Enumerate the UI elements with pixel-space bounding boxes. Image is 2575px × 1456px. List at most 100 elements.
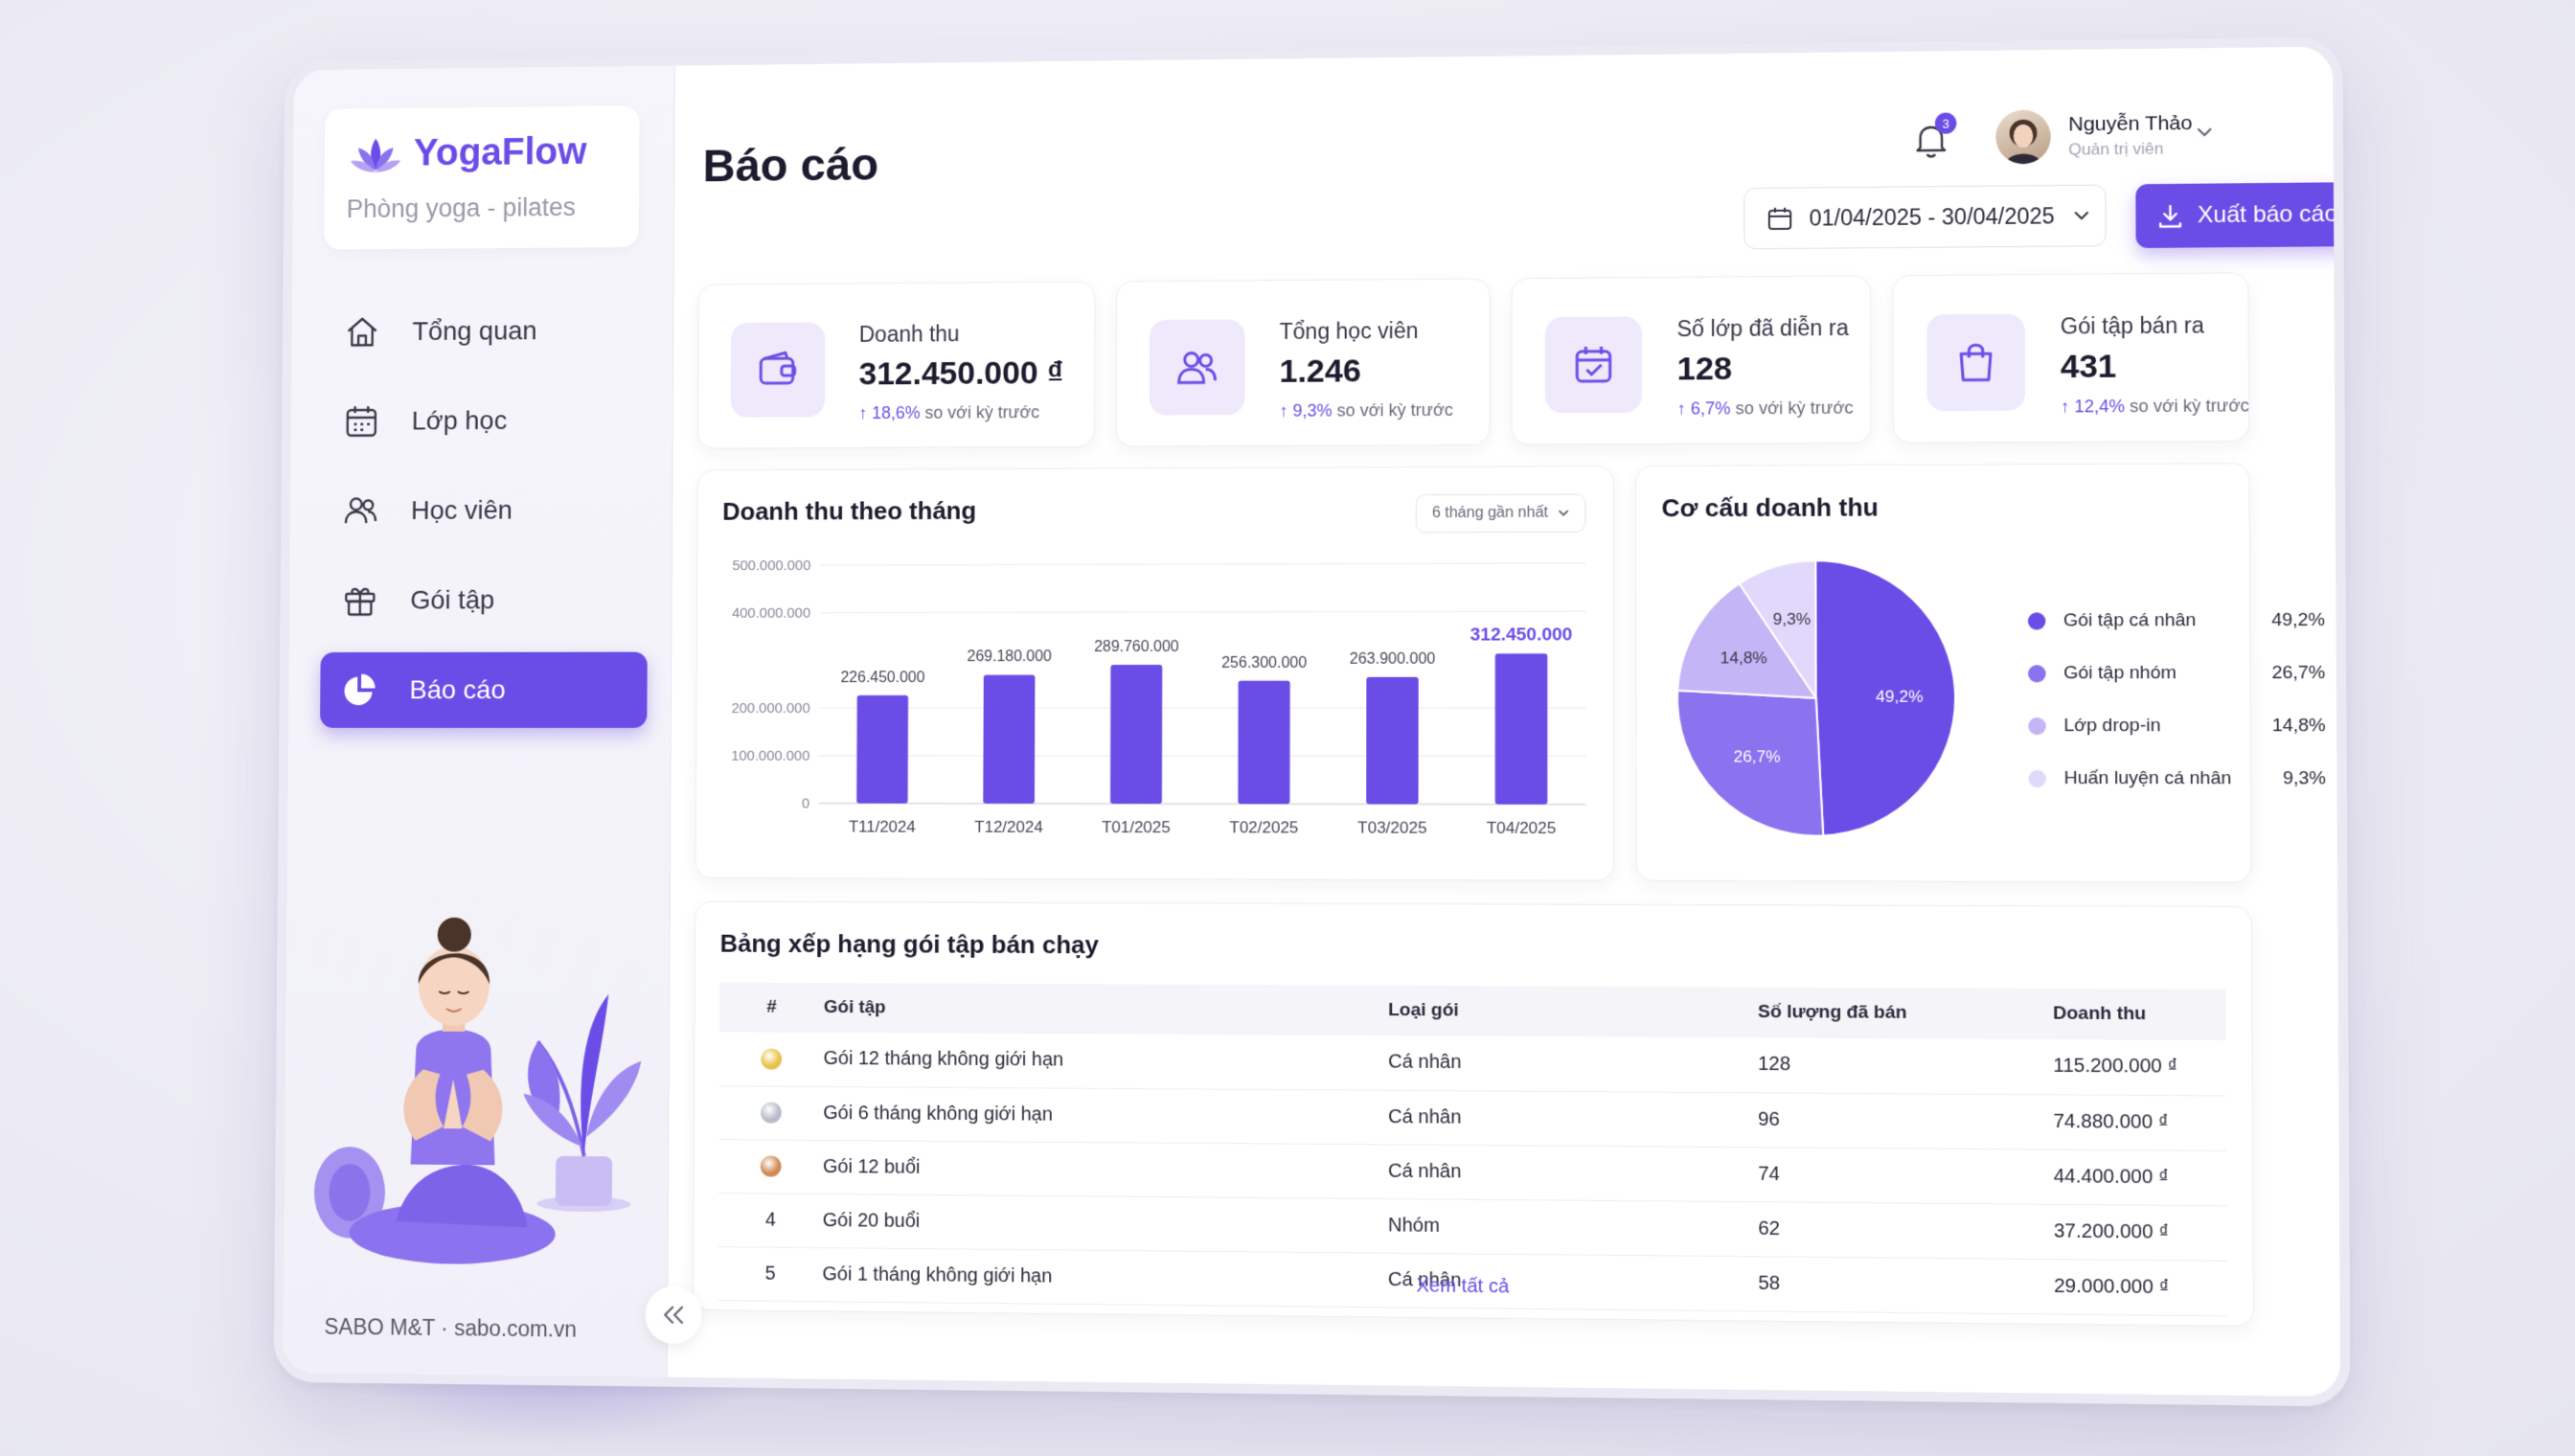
shopping-bag-icon xyxy=(1952,339,1999,386)
sidebar-nav: Tổng quan Lớp học Học viên xyxy=(319,292,649,742)
brand-name: YogaFlow xyxy=(413,130,587,174)
kpi-value: 1.246 xyxy=(1279,353,1361,390)
x-tick-label: T01/2025 xyxy=(1102,818,1171,836)
collapse-sidebar-button[interactable] xyxy=(645,1285,702,1345)
kpi-icon-tile xyxy=(730,322,826,418)
quantity-cell: 96 xyxy=(1758,1092,2054,1149)
pie-legend: Gói tập cá nhân 49,2% Gói tập nhóm 26,7% Lớp… xyxy=(2027,594,2326,806)
user-name[interactable]: Nguyễn Thảo xyxy=(2068,111,2193,136)
kpi-icon-tile xyxy=(1544,316,1643,414)
rank-cell xyxy=(718,1139,824,1194)
y-tick-label: 100.000.000 xyxy=(731,749,809,764)
y-tick-label: 400.000.000 xyxy=(732,606,810,622)
sidebar-item-reports[interactable]: Báo cáo xyxy=(319,651,648,728)
revenue-bar[interactable] xyxy=(1494,653,1548,805)
sidebar-item-overview[interactable]: Tổng quan xyxy=(323,292,649,370)
range-select[interactable]: 6 tháng gần nhất xyxy=(1415,493,1586,534)
legend-label: Gói tập nhóm xyxy=(2063,662,2176,684)
kpi-icon-tile xyxy=(1926,313,2026,412)
package-type-cell: Cá nhân xyxy=(1388,1035,1759,1093)
kpi-card-revenue[interactable]: Doanh thu 312.450.000 ₫ ↑ 18,6% so với k… xyxy=(697,281,1096,449)
revenue-bar[interactable] xyxy=(983,674,1036,804)
grid-line xyxy=(819,804,1586,805)
users-icon xyxy=(1178,352,1218,385)
quantity-cell: 62 xyxy=(1758,1201,2055,1260)
x-tick-label: T11/2024 xyxy=(849,817,916,835)
pie-slice[interactable] xyxy=(1677,583,1816,698)
kpi-card-classes[interactable]: Số lớp đã diễn ra 128 ↑ 6,7% so với kỳ t… xyxy=(1511,275,1872,445)
sidebar-item-label: Báo cáo xyxy=(409,674,506,705)
kpi-label: Doanh thu xyxy=(858,321,960,347)
pie-slice[interactable] xyxy=(1740,560,1816,698)
pie-slice-label: 9,3% xyxy=(1773,610,1812,628)
footer-brand: SABO M&T · sabo.com.vn xyxy=(324,1313,577,1342)
pie-slice-label: 14,8% xyxy=(1720,648,1767,667)
sidebar-item-label: Gói tập xyxy=(410,584,495,615)
revenue-bar[interactable] xyxy=(1238,680,1290,805)
sidebar-item-students[interactable]: Học viên xyxy=(322,472,649,549)
chevron-down-icon[interactable] xyxy=(2195,125,2215,139)
y-tick-label: 0 xyxy=(802,796,809,811)
kpi-icon-tile xyxy=(1149,319,1245,416)
revenue-share-title: Cơ cấu doanh thu xyxy=(1661,492,1879,523)
export-label: Xuất báo cáo Excel xyxy=(2197,200,2351,229)
chevron-down-icon xyxy=(1558,510,1569,517)
legend-swatch xyxy=(2028,717,2046,736)
kpi-label: Tổng học viên xyxy=(1279,318,1419,344)
legend-swatch xyxy=(2028,769,2047,788)
calendar-icon xyxy=(343,402,380,441)
package-name-cell: Gói 6 tháng không giới hạn xyxy=(823,1085,1389,1145)
revenue-chart-title: Doanh thu theo tháng xyxy=(722,495,977,526)
package-name-cell: Gói 12 tháng không giới hạn xyxy=(823,1032,1389,1090)
sidebar-item-label: Lớp học xyxy=(411,405,508,436)
legend-value: 26,7% xyxy=(2271,662,2326,684)
revenue-bar[interactable] xyxy=(1366,676,1419,805)
x-tick-label: T02/2025 xyxy=(1229,818,1298,836)
revenue-chart-card: Doanh thu theo tháng 6 tháng gần nhất 0 1… xyxy=(695,466,1615,881)
kpi-delta-value: ↑ 9,3% xyxy=(1279,400,1333,421)
kpi-delta-note: so với kỳ trước xyxy=(1735,398,1854,419)
kpi-card-packages[interactable]: Gói tập bán ra 431 ↑ 12,4% so với kỳ trư… xyxy=(1892,272,2250,444)
package-type-cell: Cá nhân xyxy=(1387,1144,1759,1202)
avatar[interactable] xyxy=(1995,109,2051,165)
legend-label: Lớp drop-in xyxy=(2063,715,2161,737)
revenue-share-pie-chart: 49,2% 26,7% 14,8% 9,3% xyxy=(1670,553,1964,844)
revenue-bar[interactable] xyxy=(1109,665,1163,805)
legend-value: 49,2% xyxy=(2271,609,2326,631)
brand-card: YogaFlow Phòng yoga - pilates xyxy=(324,105,640,250)
gift-icon xyxy=(341,581,378,619)
y-tick-label: 500.000.000 xyxy=(732,558,810,574)
export-excel-button[interactable]: Xuất báo cáo Excel xyxy=(2135,181,2351,248)
bronze-medal-icon xyxy=(760,1155,782,1177)
home-icon xyxy=(344,313,381,352)
lotus-logo-icon xyxy=(350,138,401,173)
brand-subtitle: Phòng yoga - pilates xyxy=(346,193,576,224)
sidebar-item-packages[interactable]: Gói tập xyxy=(321,562,649,639)
avatar-portrait xyxy=(2005,119,2041,165)
pie-slice[interactable] xyxy=(1815,560,1955,836)
silver-medal-icon xyxy=(761,1102,782,1124)
sidebar-item-classes[interactable]: Lớp học xyxy=(322,382,649,460)
legend-swatch xyxy=(2027,612,2046,630)
bar-value-label: 289.760.000 xyxy=(1094,639,1179,655)
rank-cell xyxy=(718,1032,824,1086)
legend-label: Huấn luyện cá nhân xyxy=(2063,767,2232,789)
revenue-cell: 74.880.000 ₫ xyxy=(2053,1094,2226,1150)
kpi-card-students[interactable]: Tổng học viên 1.246 ↑ 9,3% so với kỳ trư… xyxy=(1115,278,1491,447)
bar-value-label: 312.450.000 xyxy=(1470,624,1573,645)
legend-item: Lớp drop-in 14,8% xyxy=(2028,700,2326,753)
pie-slice-label: 26,7% xyxy=(1734,747,1781,765)
date-range-value: 01/04/2025 - 30/04/2025 xyxy=(1809,202,2055,231)
table-row[interactable]: Gói 12 tháng không giới hạn Cá nhân 128 115… xyxy=(718,1032,2226,1096)
chevron-down-icon xyxy=(2072,210,2090,221)
date-range-picker[interactable]: 01/04/2025 - 30/04/2025 xyxy=(1743,184,2107,250)
page-title: Báo cáo xyxy=(702,140,879,193)
revenue-cell: 37.200.000 ₫ xyxy=(2053,1203,2227,1261)
ranking-table: # Gói tập Loại gói Số lượng đã bán Doanh… xyxy=(718,982,2227,1316)
column-header: Doanh thu xyxy=(2053,1003,2147,1025)
revenue-bar[interactable] xyxy=(856,694,909,804)
package-type-cell: Cá nhân xyxy=(1388,1089,1759,1148)
legend-swatch xyxy=(2028,665,2046,683)
legend-item: Gói tập cá nhân 49,2% xyxy=(2027,594,2326,647)
revenue-cell: 115.200.000 ₫ xyxy=(2053,1039,2226,1096)
